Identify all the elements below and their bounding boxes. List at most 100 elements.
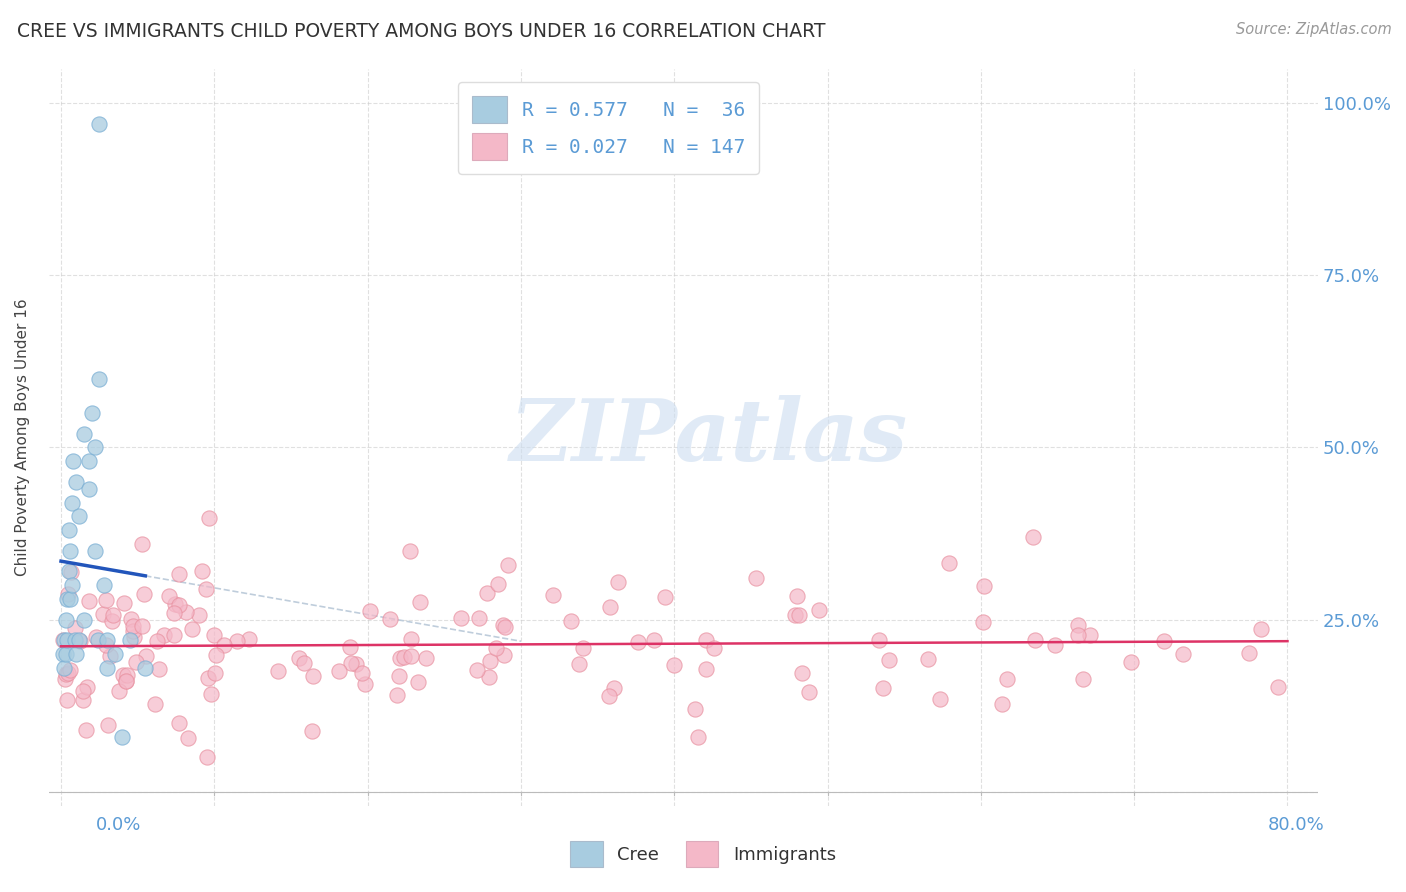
Point: [627, 635, 650, 649]
Point: [115, 668, 138, 682]
Point: [1066, 618, 1088, 632]
Point: [486, 577, 509, 591]
Point: [77, 454, 100, 468]
Point: [354, 677, 377, 691]
Point: [664, 657, 686, 672]
Point: [494, 620, 516, 634]
Point: [89, 117, 111, 131]
Point: [146, 633, 169, 648]
Point: [450, 611, 472, 625]
Point: [599, 600, 621, 615]
Point: [55, 613, 77, 627]
Point: [121, 624, 143, 639]
Point: [995, 673, 1018, 687]
Point: [606, 575, 628, 590]
Point: [1078, 627, 1101, 641]
Point: [62, 454, 84, 468]
Point: [973, 579, 995, 593]
Point: [492, 618, 515, 632]
Point: [200, 687, 222, 701]
Point: [72, 692, 94, 706]
Point: [118, 633, 141, 648]
Point: [125, 655, 148, 669]
Point: [53, 661, 76, 675]
Point: [394, 649, 416, 664]
Legend: Cree, Immigrants: Cree, Immigrants: [561, 832, 845, 876]
Point: [58, 565, 80, 579]
Point: [67, 633, 90, 648]
Point: [492, 648, 515, 663]
Point: [135, 648, 157, 663]
Point: [63, 633, 86, 648]
Point: [55, 667, 77, 681]
Point: [496, 558, 519, 572]
Point: [465, 663, 488, 677]
Point: [598, 689, 620, 703]
Point: [868, 632, 890, 647]
Point: [111, 730, 134, 744]
Y-axis label: Child Poverty Among Boys Under 16: Child Poverty Among Boys Under 16: [15, 298, 30, 576]
Point: [807, 603, 830, 617]
Text: CREE VS IMMIGRANTS CHILD POVERTY AMONG BOYS UNDER 16 CORRELATION CHART: CREE VS IMMIGRANTS CHILD POVERTY AMONG B…: [17, 22, 825, 41]
Point: [938, 556, 960, 570]
Point: [292, 656, 315, 670]
Point: [97, 718, 120, 732]
Point: [58, 523, 80, 537]
Point: [1024, 632, 1046, 647]
Point: [1043, 638, 1066, 652]
Point: [560, 615, 582, 629]
Point: [65, 475, 87, 489]
Point: [344, 657, 367, 672]
Point: [688, 730, 710, 744]
Point: [990, 697, 1012, 711]
Point: [55, 693, 77, 707]
Point: [1153, 633, 1175, 648]
Point: [475, 586, 498, 600]
Point: [60, 578, 83, 592]
Point: [176, 605, 198, 619]
Point: [96, 638, 118, 652]
Point: [388, 669, 411, 683]
Point: [267, 665, 290, 679]
Point: [122, 618, 145, 632]
Point: [134, 661, 156, 675]
Point: [790, 666, 813, 681]
Point: [167, 598, 190, 612]
Point: [148, 662, 170, 676]
Point: [93, 578, 115, 592]
Point: [53, 633, 76, 648]
Point: [568, 657, 591, 671]
Point: [96, 661, 118, 675]
Point: [52, 633, 75, 648]
Text: Source: ZipAtlas.com: Source: ZipAtlas.com: [1236, 22, 1392, 37]
Point: [783, 607, 806, 622]
Point: [163, 597, 186, 611]
Point: [108, 684, 131, 698]
Point: [194, 582, 217, 597]
Point: [1121, 655, 1143, 669]
Point: [703, 640, 725, 655]
Point: [60, 495, 83, 509]
Point: [98, 649, 121, 664]
Point: [204, 665, 226, 680]
Point: [786, 589, 808, 603]
Point: [76, 680, 98, 694]
Point: [359, 604, 381, 618]
Point: [408, 674, 430, 689]
Point: [131, 537, 153, 551]
Point: [197, 671, 219, 685]
Point: [339, 640, 361, 654]
Point: [205, 648, 228, 662]
Point: [350, 665, 373, 680]
Point: [59, 591, 82, 606]
Point: [683, 702, 706, 716]
Point: [177, 731, 200, 745]
Text: ZIPatlas: ZIPatlas: [510, 395, 908, 479]
Point: [83, 441, 105, 455]
Point: [695, 632, 717, 647]
Point: [56, 587, 79, 601]
Point: [541, 588, 564, 602]
Point: [695, 662, 717, 676]
Point: [479, 654, 502, 668]
Point: [69, 634, 91, 648]
